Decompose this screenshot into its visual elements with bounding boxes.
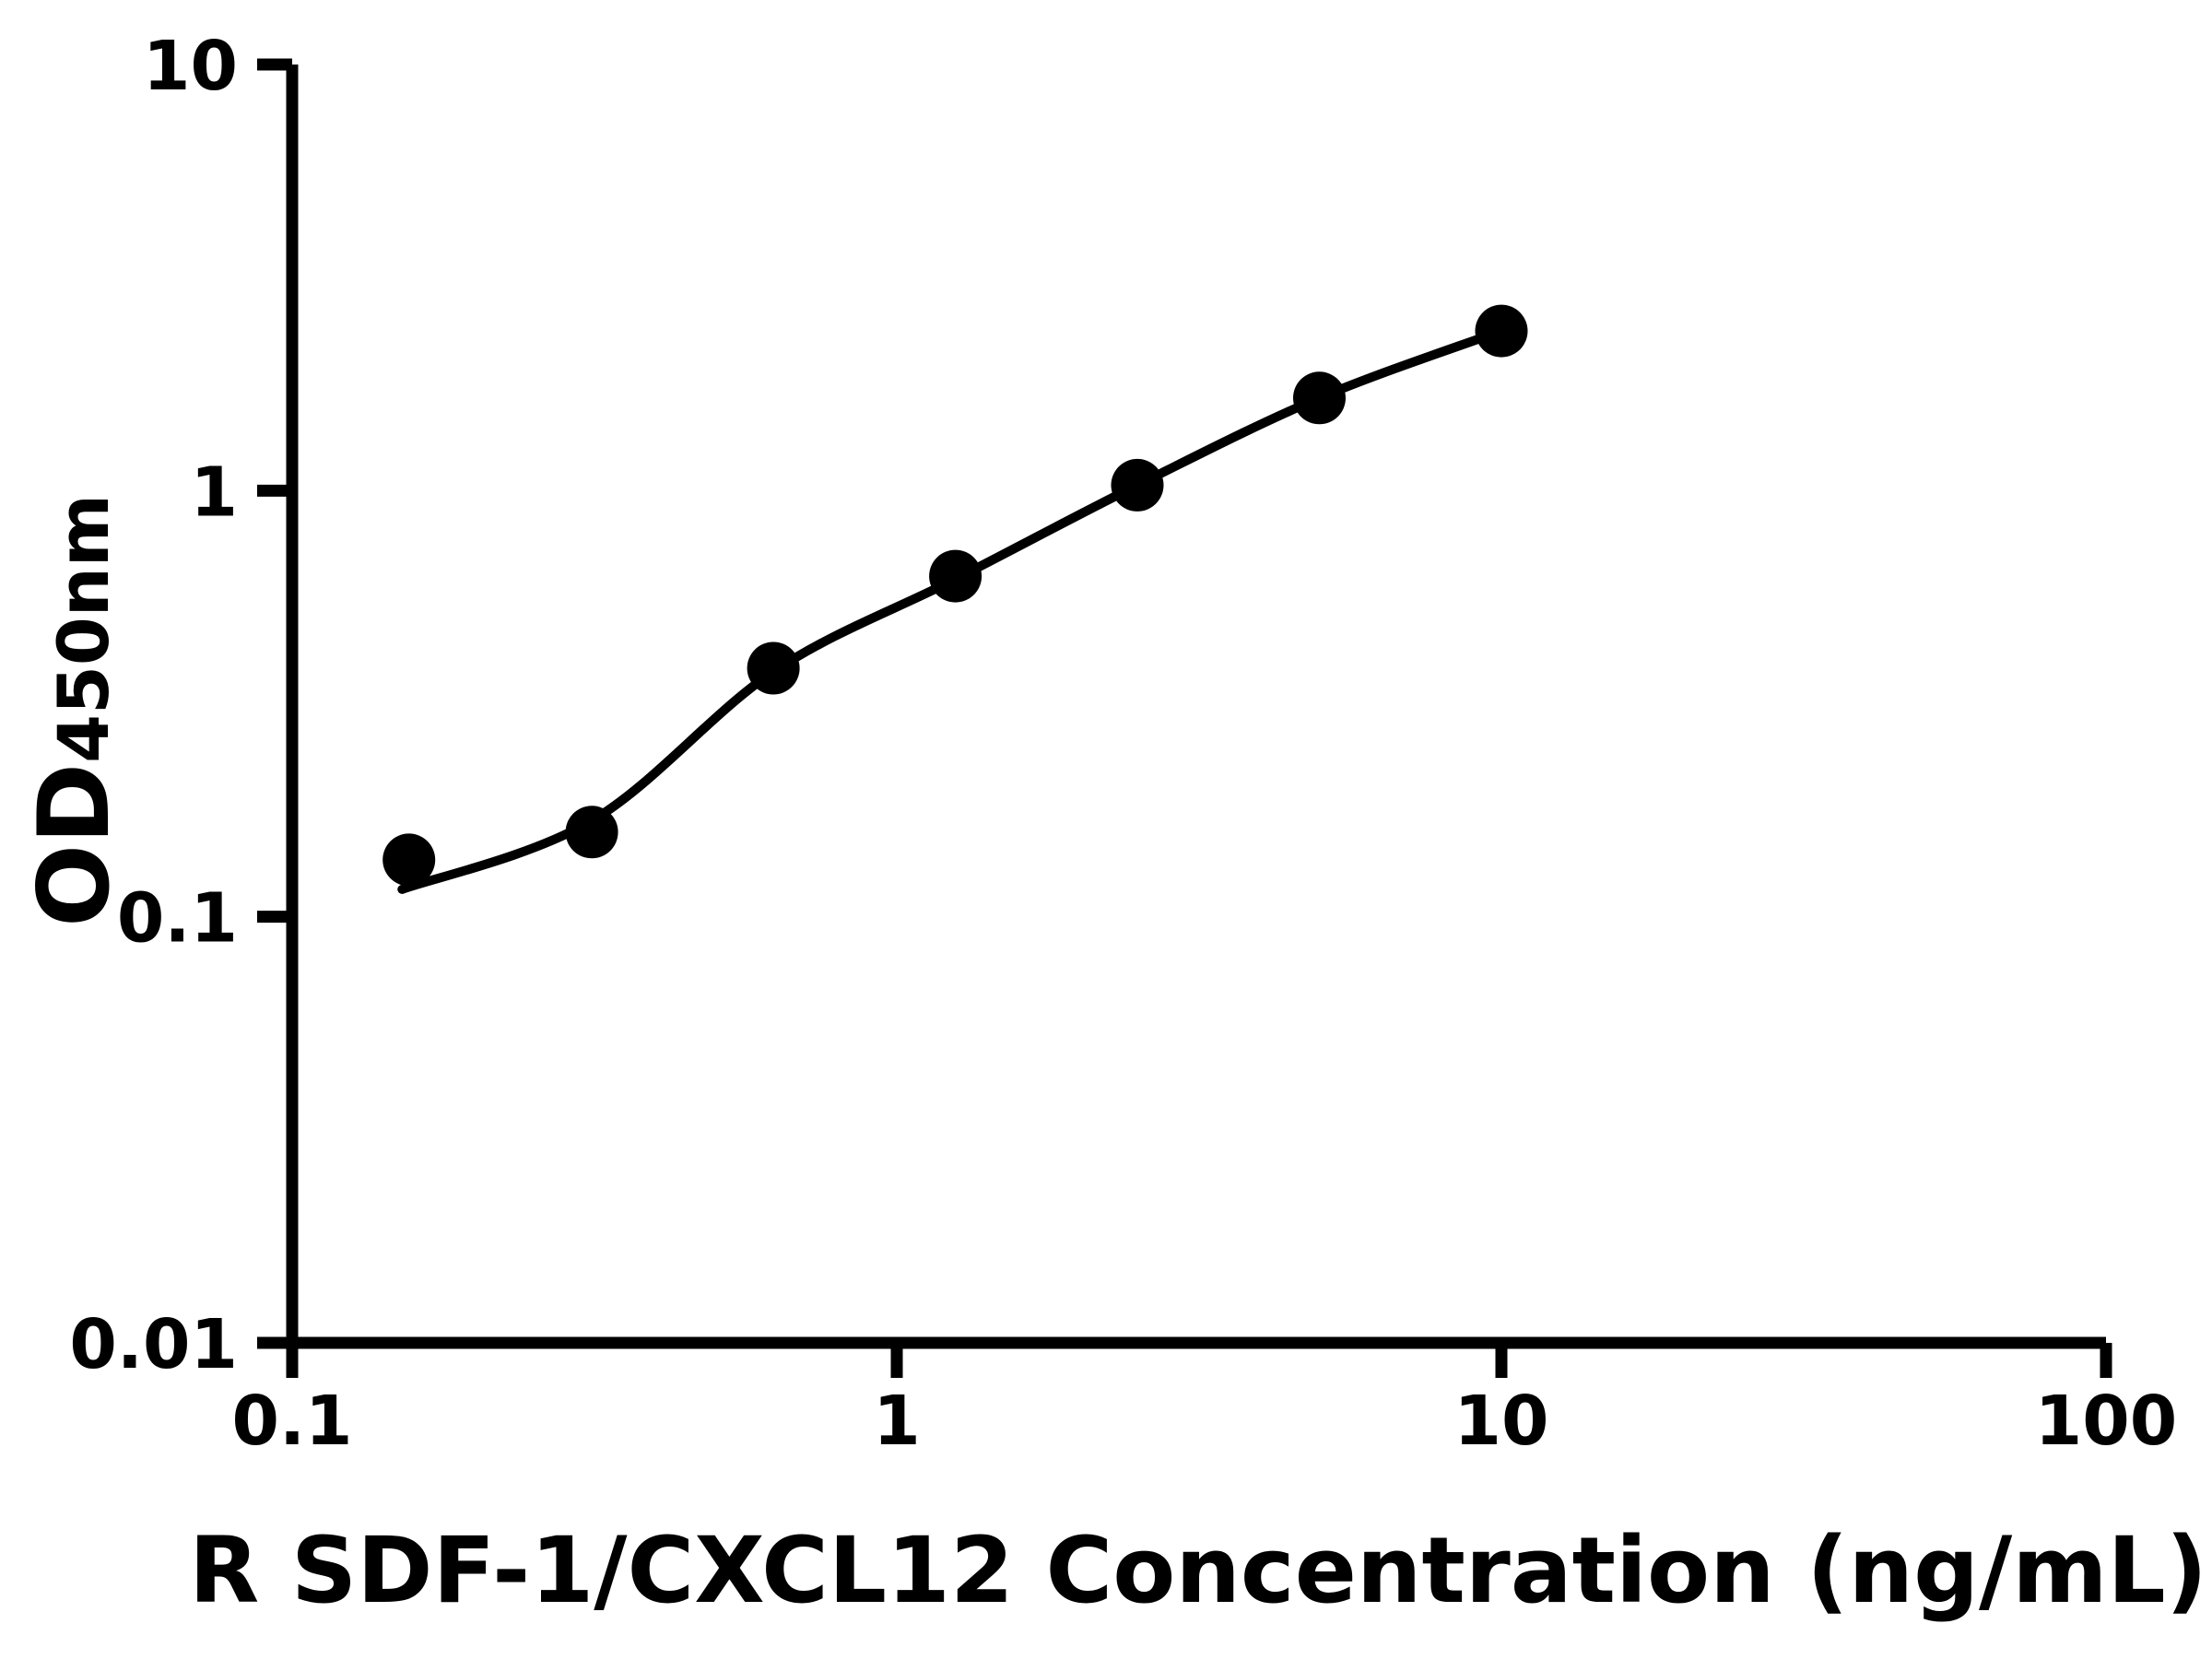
y-axis-title-main: OD	[18, 763, 131, 927]
data-point	[1111, 458, 1164, 512]
y-tick-label: 0.1	[117, 879, 238, 959]
data-point	[747, 641, 800, 695]
x-tick-label: 10	[1454, 1382, 1549, 1461]
x-axis-title: R SDF-1/CXCL12 Concentration (ng/mL)	[189, 1518, 2207, 1624]
x-tick-label: 1	[873, 1382, 921, 1461]
y-tick-label: 10	[143, 27, 238, 106]
y-tick-label: 1	[191, 453, 239, 532]
data-point	[929, 549, 982, 603]
axes-line	[286, 65, 2106, 1349]
x-tick-label: 0.1	[231, 1382, 352, 1461]
data-point	[1475, 304, 1528, 358]
x-tick-label: 100	[2035, 1382, 2177, 1461]
y-axis-title: OD450nm	[18, 494, 131, 927]
data-point	[382, 833, 436, 887]
data-point	[565, 806, 618, 859]
y-tick-label: 0.01	[69, 1305, 238, 1384]
data-point	[1293, 371, 1346, 425]
y-axis-title-subscript: 450nm	[42, 494, 124, 763]
